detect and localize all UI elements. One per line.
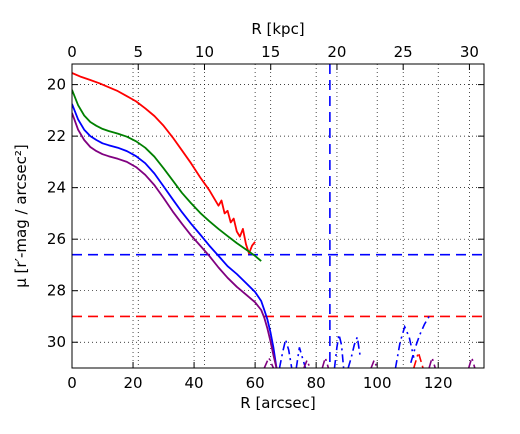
series-line xyxy=(72,89,262,262)
noise-segment xyxy=(428,354,436,368)
noise-segment xyxy=(413,349,424,368)
noise-segment xyxy=(278,336,293,368)
y-tick-label: 22 xyxy=(47,127,66,145)
x2-tick-label: 20 xyxy=(327,43,346,61)
y-tick-label: 26 xyxy=(47,230,66,248)
noise-segments xyxy=(263,316,476,368)
x2-tick-label: 30 xyxy=(460,43,479,61)
plot-frame xyxy=(71,63,485,369)
noise-segment xyxy=(370,358,378,368)
noise-segment xyxy=(333,334,345,368)
x-tick-label: 100 xyxy=(363,374,392,392)
series-line xyxy=(72,72,256,255)
x2-tick-label: 15 xyxy=(261,43,280,61)
x-tick-label: 60 xyxy=(246,374,265,392)
noise-segment xyxy=(347,334,362,368)
x-tick-label: 120 xyxy=(424,374,453,392)
x2-tick-label: 10 xyxy=(195,43,214,61)
x2-tick-label: 0 xyxy=(67,43,77,61)
x2-tick-label: 5 xyxy=(133,43,143,61)
x-tick-label: 0 xyxy=(67,374,77,392)
x-axis-title: R [arcsec] xyxy=(240,394,315,412)
noise-segment xyxy=(263,355,275,368)
y-tick-label: 28 xyxy=(47,282,66,300)
top-axis-title: R [kpc] xyxy=(251,20,304,38)
profile-series xyxy=(72,72,278,368)
x-tick-label: 80 xyxy=(307,374,326,392)
noise-segment xyxy=(394,324,415,368)
series-line xyxy=(72,112,278,368)
noise-segment xyxy=(295,347,307,368)
noise-segment xyxy=(321,354,330,368)
noise-segment xyxy=(303,358,311,368)
grid xyxy=(72,64,484,368)
y-tick-label: 30 xyxy=(47,333,66,351)
y-tick-label: 20 xyxy=(47,76,66,94)
series-line xyxy=(72,103,278,368)
ticks xyxy=(71,64,484,368)
noise-segment xyxy=(467,354,476,368)
reference-lines xyxy=(72,64,484,368)
x-tick-label: 40 xyxy=(185,374,204,392)
x-tick-label: 20 xyxy=(123,374,142,392)
x2-tick-label: 25 xyxy=(394,43,413,61)
y-tick-label: 24 xyxy=(47,179,66,197)
y-axis-title: μ [r′-mag / arcsec²] xyxy=(12,144,30,288)
